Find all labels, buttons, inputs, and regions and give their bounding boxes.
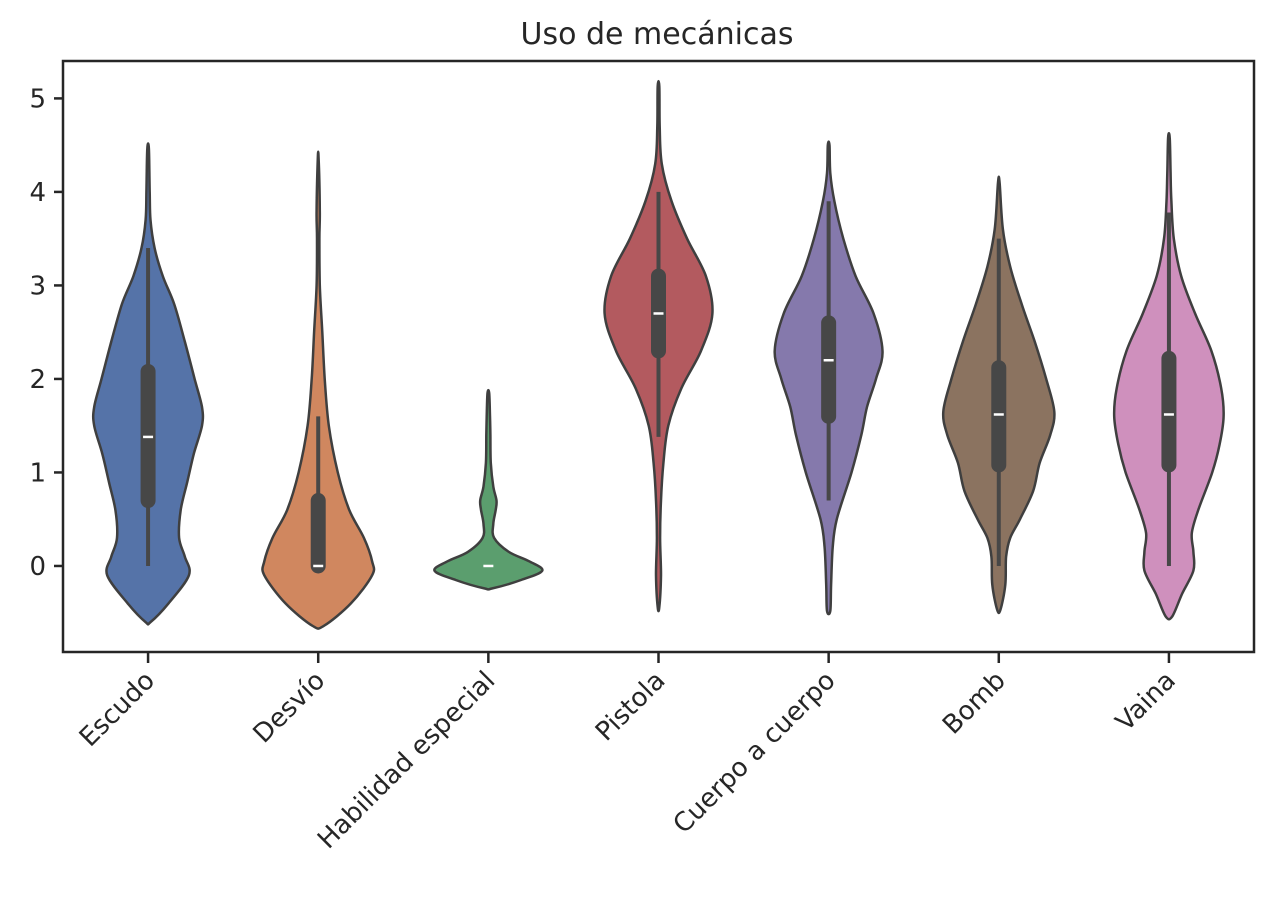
- plot-frame: [61, 59, 1256, 654]
- x-tick-label: Habilidad especial: [312, 666, 501, 855]
- chart-title: Uso de mecánicas: [521, 17, 794, 52]
- x-tick-label: Vaina: [1110, 666, 1182, 738]
- y-tick-label: 5: [29, 84, 46, 114]
- violins-layer: [91, 79, 1225, 630]
- x-tick-label: Bomb: [937, 666, 1012, 741]
- y-tick-label: 4: [29, 178, 46, 208]
- y-axis: 0 1 2 3 4 5: [29, 84, 63, 582]
- y-tick-label: 3: [29, 271, 46, 301]
- x-tick-label: Pistola: [590, 666, 671, 747]
- violin-2: [433, 388, 544, 591]
- y-tick-label: 2: [29, 365, 46, 395]
- x-tick-label: Cuerpo a cuerpo: [668, 666, 842, 840]
- y-tick-label: 0: [29, 552, 46, 582]
- violin-1: [261, 150, 376, 630]
- x-tick-label: Escudo: [74, 666, 161, 753]
- y-tick-label: 1: [29, 458, 46, 488]
- x-tick-label: Desvío: [248, 666, 332, 750]
